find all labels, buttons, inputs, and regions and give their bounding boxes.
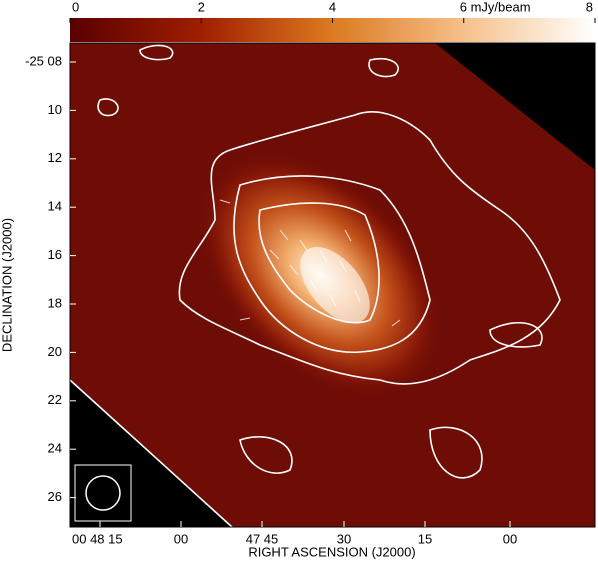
x-tick-label: 15 [418,531,432,546]
y-tick-label: 10 [48,102,62,117]
x-tick-label: 47 45 [246,531,279,546]
colorbar-tick-label: 2 [198,0,205,14]
colorbar-tick-label: 0 [72,0,79,14]
x-tick-label: 00 [174,531,188,546]
colorbar-tick-label: 8 [586,0,593,14]
y-tick-label: 20 [48,344,62,359]
colorbar-tick-label: 6 mJy/beam [460,0,531,14]
x-tick-label: 00 [503,531,517,546]
x-axis-title: RIGHT ASCENSION (J2000) [248,544,415,559]
y-tick-label: 18 [48,295,62,310]
y-tick-label: 24 [48,441,62,456]
y-tick-label: 26 [48,489,62,504]
y-tick-label: 22 [48,392,62,407]
y-axis-title: DECLINATION (J2000) [0,218,14,352]
colorbar-tick-label: 4 [329,0,336,14]
image [70,43,595,527]
y-tick-label: 16 [48,247,62,262]
y-tick-label: 14 [48,199,62,214]
x-tick-label: 00 48 15 [72,531,123,546]
y-tick-label: -25 08 [25,53,62,68]
y-tick-label: 12 [48,150,62,165]
x-tick-label: 30 [337,531,351,546]
